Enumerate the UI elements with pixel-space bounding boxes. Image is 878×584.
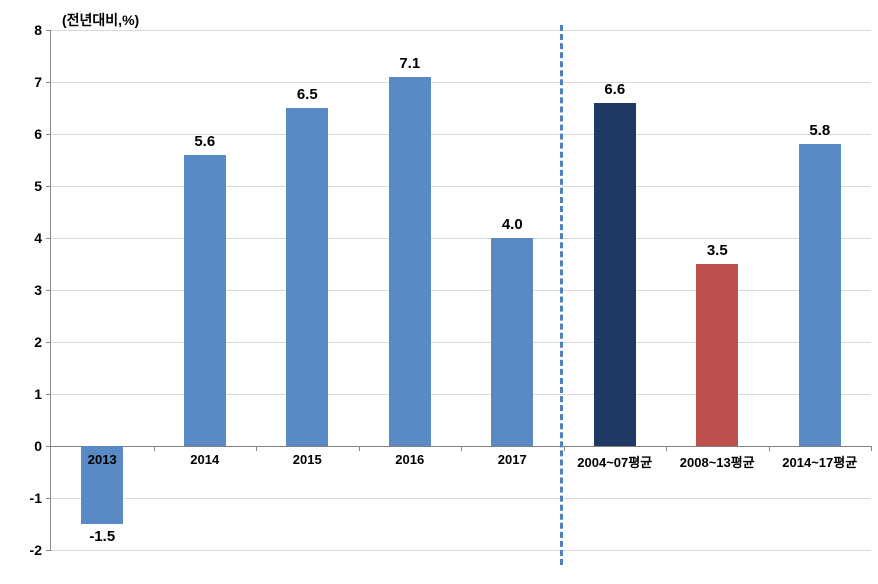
y-tick-label: 8 xyxy=(2,22,42,38)
bar xyxy=(184,155,226,446)
bar-value-label: 3.5 xyxy=(677,242,757,259)
gridline xyxy=(51,238,871,239)
bar-chart: (전년대비,%) -2-1012345678-1.520135.620146.5… xyxy=(50,10,870,570)
gridline xyxy=(51,30,871,31)
y-tick-label: -2 xyxy=(2,542,42,558)
y-tick-mark xyxy=(46,186,51,187)
y-tick-mark xyxy=(46,550,51,551)
gridline xyxy=(51,186,871,187)
gridline xyxy=(51,290,871,291)
gridline xyxy=(51,342,871,343)
plot-area: -2-1012345678-1.520135.620146.520157.120… xyxy=(50,30,870,550)
bar-value-label: 5.8 xyxy=(780,122,860,139)
y-tick-label: 1 xyxy=(2,386,42,402)
gridline xyxy=(51,394,871,395)
bar xyxy=(594,103,636,446)
gridline xyxy=(51,550,871,551)
x-axis-label: 2017 xyxy=(457,452,567,467)
x-tick-mark xyxy=(564,446,565,451)
y-tick-mark xyxy=(46,82,51,83)
x-axis-label: 2014~17평균 xyxy=(765,452,875,471)
gridline xyxy=(51,498,871,499)
y-axis-title: (전년대비,%) xyxy=(62,10,139,30)
bar xyxy=(696,264,738,446)
bar xyxy=(286,108,328,446)
y-tick-mark xyxy=(46,394,51,395)
y-tick-label: 3 xyxy=(2,282,42,298)
x-axis-label: 2008~13평균 xyxy=(662,452,772,471)
y-tick-mark xyxy=(46,134,51,135)
y-tick-label: -1 xyxy=(2,490,42,506)
x-axis-label: 2016 xyxy=(355,452,465,467)
bar-value-label: 6.5 xyxy=(267,86,347,103)
x-tick-mark xyxy=(256,446,257,451)
gridline xyxy=(51,82,871,83)
bar-value-label: 5.6 xyxy=(165,133,245,150)
bar-value-label: 4.0 xyxy=(472,216,552,233)
y-tick-label: 5 xyxy=(2,178,42,194)
y-tick-mark xyxy=(46,342,51,343)
x-axis-label: 2013 xyxy=(47,452,157,467)
x-tick-mark xyxy=(359,446,360,451)
bar-value-label: -1.5 xyxy=(62,528,142,545)
x-tick-mark xyxy=(769,446,770,451)
y-tick-label: 4 xyxy=(2,230,42,246)
divider-line xyxy=(560,25,563,565)
x-tick-mark xyxy=(871,446,872,451)
y-tick-label: 7 xyxy=(2,74,42,90)
bar-value-label: 7.1 xyxy=(370,55,450,72)
y-tick-label: 6 xyxy=(2,126,42,142)
y-tick-label: 2 xyxy=(2,334,42,350)
bar xyxy=(491,238,533,446)
y-tick-label: 0 xyxy=(2,438,42,454)
y-tick-mark xyxy=(46,238,51,239)
x-axis-label: 2014 xyxy=(150,452,260,467)
y-tick-mark xyxy=(46,498,51,499)
y-tick-mark xyxy=(46,30,51,31)
y-tick-mark xyxy=(46,290,51,291)
x-axis-label: 2004~07평균 xyxy=(560,452,670,471)
x-tick-mark xyxy=(154,446,155,451)
x-axis-label: 2015 xyxy=(252,452,362,467)
x-tick-mark xyxy=(461,446,462,451)
bar xyxy=(389,77,431,446)
bar xyxy=(799,144,841,446)
x-tick-mark xyxy=(666,446,667,451)
bar-value-label: 6.6 xyxy=(575,81,655,98)
